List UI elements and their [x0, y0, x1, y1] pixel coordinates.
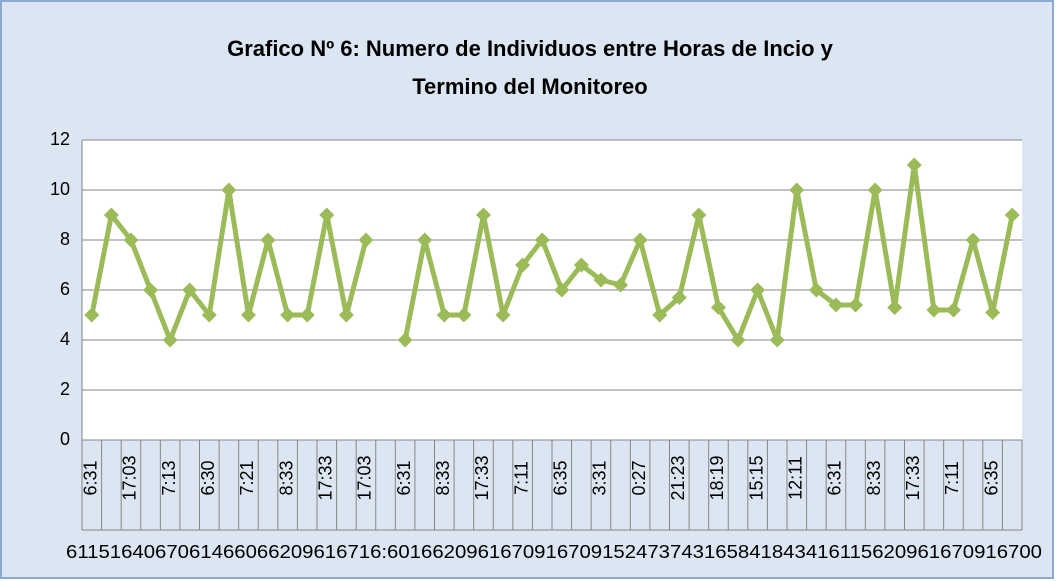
- data-point: [632, 232, 648, 248]
- data-point: [84, 307, 100, 323]
- data-point: [926, 302, 942, 318]
- x-tick-label: 6:31: [394, 460, 414, 495]
- y-tick-label: 12: [50, 129, 70, 149]
- data-point: [593, 272, 609, 288]
- data-point: [456, 307, 472, 323]
- x-tick-label: 15:15: [746, 455, 766, 500]
- data-point: [769, 332, 785, 348]
- data-point: [182, 282, 198, 298]
- x-tick-label: 6:35: [551, 460, 571, 495]
- x-tick-label: 6:31: [81, 460, 101, 495]
- x-tick-label: 17:33: [472, 455, 492, 500]
- data-point: [436, 307, 452, 323]
- data-point: [299, 307, 315, 323]
- x-tick-label: 7:11: [942, 461, 962, 495]
- x-tick-label: 18:19: [707, 455, 727, 500]
- x-tick-label: 17:03: [355, 455, 375, 500]
- data-point: [887, 300, 903, 315]
- y-tick-label: 4: [60, 329, 70, 349]
- data-point: [201, 307, 217, 323]
- data-point: [358, 232, 374, 248]
- x-tick-label: 6:30: [198, 460, 218, 495]
- data-point: [945, 302, 961, 318]
- data-point: [554, 282, 570, 298]
- x-tick-label: 0:27: [629, 460, 649, 495]
- data-point: [573, 257, 589, 273]
- x-tick-label: 6:31: [825, 460, 845, 495]
- x-tick-label: 21:23: [668, 455, 688, 500]
- data-point: [338, 307, 354, 323]
- data-point: [691, 207, 707, 223]
- x-tick-label: 7:13: [159, 460, 179, 495]
- x-tick-label: 17:33: [903, 455, 923, 500]
- chart-title: Termino del Monitoreo: [412, 74, 647, 99]
- y-tick-label: 8: [60, 229, 70, 249]
- data-point: [240, 307, 256, 323]
- data-point: [103, 207, 119, 223]
- y-tick-label: 10: [50, 179, 70, 199]
- x-tick-label: 7:21: [237, 460, 257, 495]
- data-point: [260, 232, 276, 248]
- x-tick-label: 6:35: [981, 460, 1001, 495]
- data-point: [162, 332, 178, 348]
- data-point: [671, 290, 687, 305]
- data-point: [397, 332, 413, 348]
- data-point: [867, 182, 883, 198]
- x-tick-label: 3:31: [590, 460, 610, 495]
- data-point: [965, 232, 981, 248]
- y-tick-label: 0: [60, 429, 70, 449]
- data-point: [906, 157, 922, 173]
- x-tick-label: 7:11: [511, 461, 531, 495]
- data-point: [319, 207, 335, 223]
- y-tick-label: 2: [60, 379, 70, 399]
- data-point: [515, 257, 531, 273]
- data-point: [808, 282, 824, 298]
- data-point: [710, 300, 726, 315]
- data-point: [750, 282, 766, 298]
- x-tick-label: 8:33: [276, 460, 296, 495]
- data-point: [221, 182, 237, 198]
- y-tick-label: 6: [60, 279, 70, 299]
- data-point: [848, 297, 864, 313]
- data-point: [280, 307, 296, 323]
- chart-title: Grafico Nº 6: Numero de Individuos entre…: [227, 36, 834, 61]
- data-point: [475, 207, 491, 223]
- x-tick-label: 12:11: [786, 456, 806, 500]
- data-point: [730, 332, 746, 348]
- data-point: [534, 232, 550, 248]
- data-point: [417, 232, 433, 248]
- outer-category-labels: 6115164067061466066209616716:60166209616…: [66, 542, 1042, 562]
- data-point: [123, 232, 139, 248]
- data-point: [613, 277, 629, 293]
- data-point: [789, 182, 805, 198]
- x-tick-label: 8:33: [433, 460, 453, 495]
- data-point: [143, 282, 159, 298]
- data-point: [828, 297, 844, 313]
- data-point: [985, 305, 1001, 320]
- data-point: [652, 307, 668, 323]
- x-tick-label: 17:03: [120, 455, 140, 500]
- x-tick-label: 17:33: [316, 455, 336, 500]
- x-tick-label: 8:33: [864, 460, 884, 495]
- data-point: [1004, 207, 1020, 223]
- data-point: [495, 307, 511, 323]
